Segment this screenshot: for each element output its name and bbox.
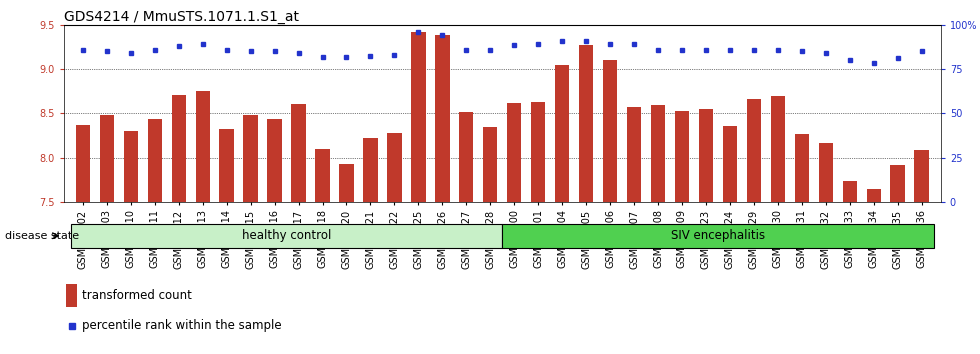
Bar xyxy=(459,113,473,202)
Bar xyxy=(483,127,498,202)
Bar xyxy=(316,149,329,202)
Bar xyxy=(387,133,402,202)
Bar xyxy=(866,188,881,202)
Bar xyxy=(123,131,138,202)
Bar xyxy=(100,115,114,202)
Bar xyxy=(148,119,162,202)
Text: percentile rank within the sample: percentile rank within the sample xyxy=(82,319,282,332)
Bar xyxy=(412,32,425,202)
Bar xyxy=(699,109,713,202)
Bar xyxy=(603,60,617,202)
Bar xyxy=(71,224,502,248)
Bar xyxy=(172,95,186,202)
Text: transformed count: transformed count xyxy=(82,289,192,302)
Bar xyxy=(507,103,521,202)
Bar xyxy=(770,97,785,202)
Bar xyxy=(651,105,665,202)
Bar xyxy=(531,102,546,202)
Bar xyxy=(627,107,641,202)
Bar xyxy=(268,119,282,202)
Text: SIV encephalitis: SIV encephalitis xyxy=(671,229,765,242)
Bar xyxy=(243,115,258,202)
Bar xyxy=(891,165,905,202)
Bar xyxy=(675,111,689,202)
Bar xyxy=(722,126,737,202)
Bar xyxy=(339,164,354,202)
Bar xyxy=(555,65,569,202)
Bar xyxy=(795,134,809,202)
Bar xyxy=(747,99,761,202)
Bar xyxy=(435,35,450,202)
Bar xyxy=(843,181,857,202)
Bar xyxy=(818,143,833,202)
Bar xyxy=(195,91,210,202)
Bar xyxy=(579,45,593,202)
Bar xyxy=(914,149,929,202)
Text: GDS4214 / MmuSTS.1071.1.S1_at: GDS4214 / MmuSTS.1071.1.S1_at xyxy=(64,10,299,24)
Bar xyxy=(75,125,90,202)
Bar xyxy=(364,138,377,202)
Bar xyxy=(220,129,234,202)
Bar xyxy=(291,104,306,202)
Bar xyxy=(503,224,934,248)
Bar xyxy=(67,284,76,307)
Text: healthy control: healthy control xyxy=(242,229,331,242)
Text: disease state: disease state xyxy=(5,231,79,241)
